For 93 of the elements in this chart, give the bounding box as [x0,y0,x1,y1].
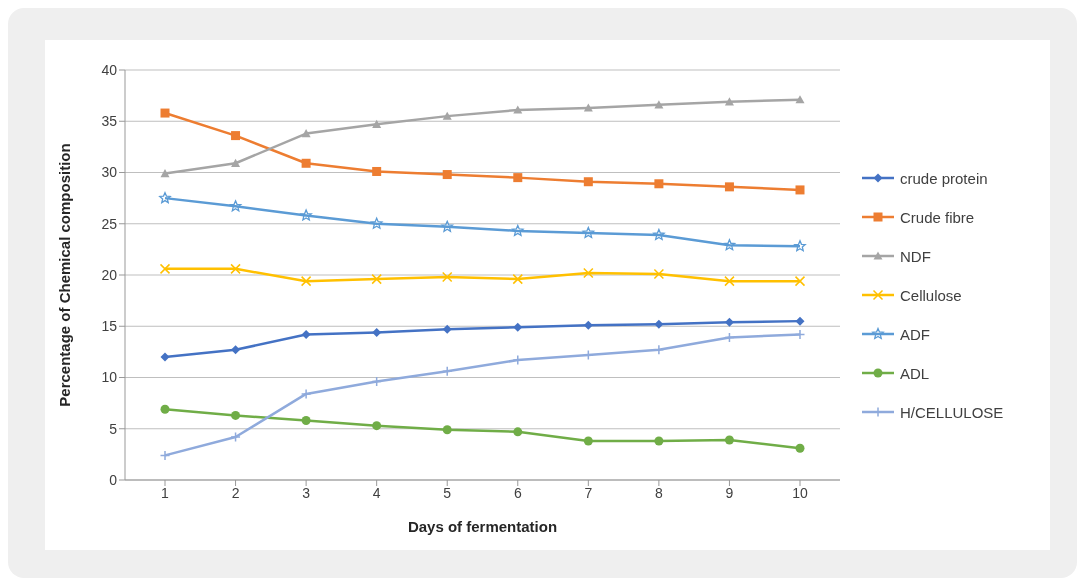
point [231,158,241,167]
x-tick-label: 4 [372,484,381,501]
point [301,416,311,426]
point [583,267,594,279]
legend-label: H/CELLULOSE [900,403,1004,421]
point [441,366,453,377]
x-tick-label: 6 [513,484,522,501]
point [159,263,171,275]
point [300,209,312,221]
legend-label: NDF [900,247,931,265]
point [724,97,734,106]
point [512,273,524,285]
y-tick-label: 40 [101,61,118,78]
point [513,427,523,437]
y-tick-label: 15 [101,318,118,335]
point [513,322,523,332]
point [441,271,453,283]
point [795,95,805,104]
point [794,329,806,340]
point [371,273,382,285]
y-axis-title: Percentage of Chemical composition [56,143,74,407]
legend-label: ADF [900,325,930,343]
point [301,129,311,138]
point [372,119,382,128]
point [654,319,664,329]
point [372,421,382,431]
point [442,170,452,180]
point [160,108,170,118]
point [301,329,311,339]
point [230,431,241,443]
x-tick-label: 9 [725,484,734,501]
point [583,436,593,446]
x-tick-label: 1 [161,484,170,501]
point [370,217,383,229]
point [723,239,736,251]
point [513,105,523,114]
point [653,228,665,241]
x-axis-title: Days of fermentation [407,518,558,535]
point [159,191,171,204]
point [724,317,734,327]
x-tick-label: 3 [302,484,311,501]
point [582,226,595,239]
y-tick-label: 0 [109,471,118,488]
y-tick-label: 35 [101,113,118,130]
point [160,352,170,362]
point [230,263,241,275]
point [159,450,171,461]
point [300,275,312,287]
point [724,275,735,287]
y-tick-label: 30 [101,164,118,181]
y-tick-label: 25 [101,215,118,232]
point [653,268,665,280]
point [442,324,452,334]
x-tick-label: 7 [584,484,593,501]
point [654,436,664,446]
point [794,275,806,287]
point [231,345,241,355]
point [794,240,806,252]
point [583,103,593,112]
point [795,316,805,326]
point [441,220,454,232]
x-tick-label: 2 [231,484,240,501]
point [300,388,312,400]
y-tick-label: 10 [101,369,118,386]
point [795,185,805,195]
legend-label: Crude fibre [900,208,975,226]
x-tick-label: 8 [654,484,663,501]
point [724,435,734,445]
y-tick-label: 20 [101,266,118,283]
point [511,224,524,237]
point [513,173,523,183]
point [229,200,242,212]
legend-label: Cellulose [900,286,962,304]
point [442,425,452,435]
point [442,111,452,120]
point [231,410,241,420]
point [160,404,170,414]
point [583,320,593,330]
point [301,158,311,168]
point [231,131,241,141]
x-tick-label: 5 [443,484,452,501]
legend-label: crude protein [900,169,988,187]
y-tick-label: 5 [109,420,118,437]
point [795,443,805,453]
point [583,177,593,187]
point [372,327,382,337]
point [372,166,382,176]
point [654,100,664,109]
legend-label: ADL [900,364,930,382]
point [654,179,664,189]
point [724,182,734,192]
point [160,169,170,178]
x-tick-label: 10 [792,484,808,501]
